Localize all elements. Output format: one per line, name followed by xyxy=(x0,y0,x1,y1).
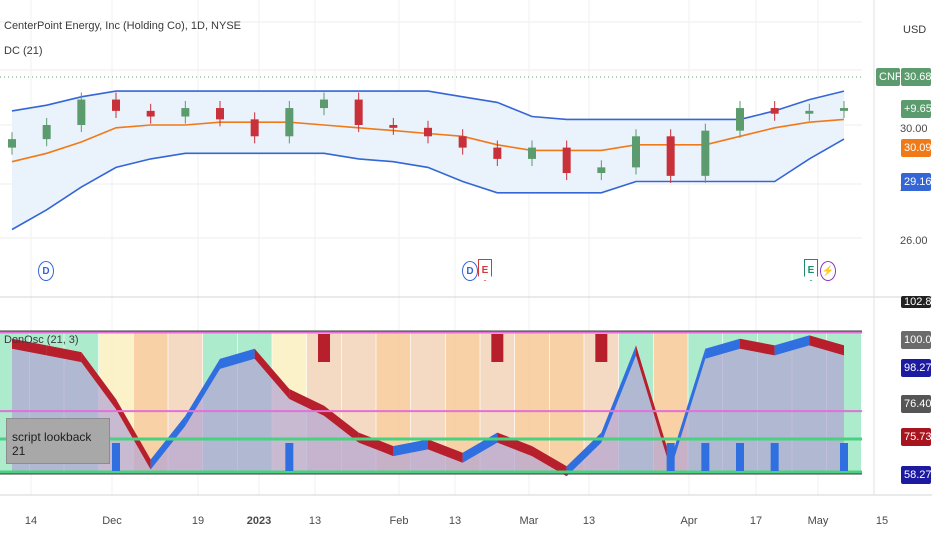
osc-signal-bar xyxy=(112,443,120,471)
osc-badge-signal: 98.27 xyxy=(901,359,932,377)
osc-ribbon-segment xyxy=(428,439,463,463)
price-tick: 26.00 xyxy=(900,235,928,247)
osc-badge-top: 102.80 xyxy=(901,296,932,308)
osc-ribbon-segment xyxy=(393,439,428,457)
x-tick: 2023 xyxy=(246,515,272,527)
candle-body xyxy=(666,136,675,176)
dc-middle-badge: 30.09 xyxy=(901,139,932,157)
candle-body xyxy=(112,99,120,111)
osc-ribbon-segment xyxy=(81,352,116,410)
osc-signal-bar xyxy=(770,443,779,471)
script-lookback-label: script lookback 21 xyxy=(6,418,110,464)
candle-body xyxy=(181,108,190,117)
osc-top-bar xyxy=(595,334,608,362)
dc-lower-badge: 29.16 xyxy=(901,173,932,191)
osc-signal-bar xyxy=(701,443,710,471)
x-tick: 13 xyxy=(582,515,596,527)
x-tick: Dec xyxy=(102,515,122,527)
osc-badge-100: 100.00 xyxy=(901,331,932,349)
candle-body xyxy=(632,136,640,168)
osc-ribbon-segment xyxy=(809,335,844,356)
earnings-marker[interactable]: E xyxy=(478,259,492,281)
candle-body xyxy=(493,147,502,159)
currency-label: USD xyxy=(903,24,927,36)
price-tick: 30.00 xyxy=(900,123,928,135)
osc-ribbon-segment xyxy=(254,348,290,400)
x-tick: May xyxy=(807,515,829,527)
osc-ribbon-segment xyxy=(220,348,255,369)
osc-ribbon-segment xyxy=(116,399,151,470)
osc-signal-bar xyxy=(736,443,744,471)
osc-badge-value: 75.73 xyxy=(901,428,932,446)
osc-legend: DonOsc (21, 3) xyxy=(4,334,79,346)
osc-ribbon-segment xyxy=(185,358,220,426)
candle-body xyxy=(528,147,536,159)
channel-upper-line xyxy=(11,90,845,121)
x-tick: Apr xyxy=(680,515,698,527)
osc-zone xyxy=(549,332,584,472)
dc-legend: DC (21) xyxy=(4,45,43,57)
osc-top-bar xyxy=(491,334,504,362)
x-tick: 19 xyxy=(191,515,205,527)
candle-body xyxy=(840,108,848,111)
osc-ribbon-segment xyxy=(740,338,775,356)
osc-ribbon-segment xyxy=(566,432,602,477)
x-tick: 17 xyxy=(749,515,763,527)
osc-ribbon-segment xyxy=(12,338,47,356)
dividend-marker[interactable]: D xyxy=(462,261,478,281)
candle-body xyxy=(8,139,16,148)
x-tick: 15 xyxy=(875,515,889,527)
channel-fill xyxy=(12,91,844,230)
candle-body xyxy=(805,110,814,114)
osc-ribbon-segment xyxy=(705,338,740,359)
candle-body xyxy=(424,127,432,137)
last-price-badge: 30.68 xyxy=(901,68,932,86)
symbol-title: CenterPoint Energy, Inc (Holding Co), 1D… xyxy=(4,20,242,32)
candle-body xyxy=(736,108,744,131)
candle-body xyxy=(285,108,294,137)
osc-ribbon-segment xyxy=(150,415,186,470)
osc-ribbon-segment xyxy=(324,405,359,443)
candle-body xyxy=(42,125,51,140)
candle-body xyxy=(597,167,606,174)
osc-ribbon-segment xyxy=(532,446,567,477)
change-badge: +9.65% xyxy=(901,100,932,118)
osc-ribbon-segment xyxy=(46,345,82,363)
osc-signal-bar xyxy=(666,443,675,471)
earnings-marker[interactable]: E xyxy=(804,259,818,281)
candle-body xyxy=(458,136,467,148)
x-tick: Feb xyxy=(389,515,409,527)
x-tick: 13 xyxy=(308,515,322,527)
osc-signal-bar xyxy=(285,443,294,471)
osc-ribbon-segment xyxy=(601,345,636,443)
x-tick: 14 xyxy=(24,515,38,527)
osc-signal-bar xyxy=(840,443,848,471)
osc-ribbon-segment xyxy=(289,389,324,416)
candle-body xyxy=(250,119,259,137)
osc-ribbon-segment xyxy=(774,335,810,356)
candle-body xyxy=(216,108,224,120)
candle-body xyxy=(701,130,710,176)
osc-badge-level: 76.40 xyxy=(901,395,932,413)
split-marker[interactable]: ⚡ xyxy=(820,261,836,281)
candle-body xyxy=(770,108,779,114)
osc-badge-bottom: 58.27 xyxy=(901,466,932,484)
candle-body xyxy=(354,99,363,125)
candle-body xyxy=(562,147,571,174)
candle-body xyxy=(320,99,328,109)
candle-body xyxy=(389,125,398,128)
candle-body xyxy=(77,99,86,125)
candle-body xyxy=(146,110,155,117)
x-tick: Mar xyxy=(519,515,539,527)
dividend-marker[interactable]: D xyxy=(38,261,54,281)
x-tick: 13 xyxy=(448,515,462,527)
symbol-badge: CNP xyxy=(876,68,902,86)
osc-top-bar xyxy=(318,334,330,362)
